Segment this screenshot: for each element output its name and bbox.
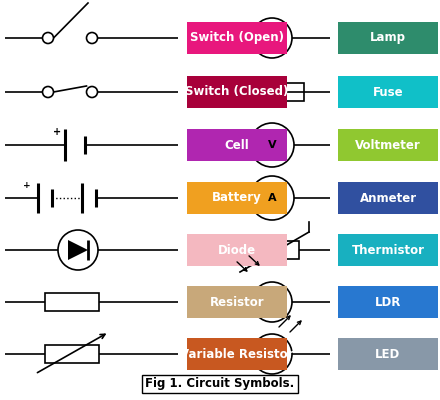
Text: Switch (Closed): Switch (Closed) <box>185 86 289 98</box>
FancyBboxPatch shape <box>187 22 287 54</box>
FancyBboxPatch shape <box>187 234 287 266</box>
Text: Anmeter: Anmeter <box>359 192 417 204</box>
Text: LDR: LDR <box>375 296 401 308</box>
Text: Switch (Open): Switch (Open) <box>190 32 284 44</box>
FancyBboxPatch shape <box>187 129 287 161</box>
Circle shape <box>87 32 98 44</box>
Circle shape <box>43 86 54 98</box>
Text: Battery: Battery <box>212 192 262 204</box>
FancyBboxPatch shape <box>338 182 438 214</box>
Text: Voltmeter: Voltmeter <box>355 138 421 152</box>
FancyBboxPatch shape <box>187 338 287 370</box>
FancyBboxPatch shape <box>187 76 287 108</box>
Text: Lamp: Lamp <box>370 32 406 44</box>
Text: Diode: Diode <box>218 244 256 256</box>
FancyBboxPatch shape <box>187 182 287 214</box>
FancyBboxPatch shape <box>338 76 438 108</box>
Polygon shape <box>262 344 282 364</box>
Bar <box>45 345 99 363</box>
Text: Fig 1. Circuit Symbols.: Fig 1. Circuit Symbols. <box>145 378 295 390</box>
Text: Fuse: Fuse <box>373 86 403 98</box>
Text: +: + <box>53 127 61 137</box>
Text: A: A <box>268 193 276 203</box>
Circle shape <box>43 32 54 44</box>
FancyBboxPatch shape <box>338 129 438 161</box>
FancyBboxPatch shape <box>187 286 287 318</box>
Bar <box>245 241 299 259</box>
Text: Resistor: Resistor <box>210 296 264 308</box>
Bar <box>259 296 285 308</box>
FancyBboxPatch shape <box>338 338 438 370</box>
FancyBboxPatch shape <box>338 286 438 318</box>
Polygon shape <box>68 240 88 260</box>
FancyBboxPatch shape <box>338 234 438 266</box>
Bar <box>45 293 99 311</box>
Text: Cell: Cell <box>225 138 249 152</box>
Text: +: + <box>23 182 31 190</box>
Text: LED: LED <box>375 348 401 360</box>
Circle shape <box>87 86 98 98</box>
Bar <box>242 83 304 101</box>
FancyBboxPatch shape <box>338 22 438 54</box>
Text: V: V <box>268 140 276 150</box>
Text: Variable Resistor: Variable Resistor <box>180 348 294 360</box>
Text: Thermistor: Thermistor <box>352 244 425 256</box>
